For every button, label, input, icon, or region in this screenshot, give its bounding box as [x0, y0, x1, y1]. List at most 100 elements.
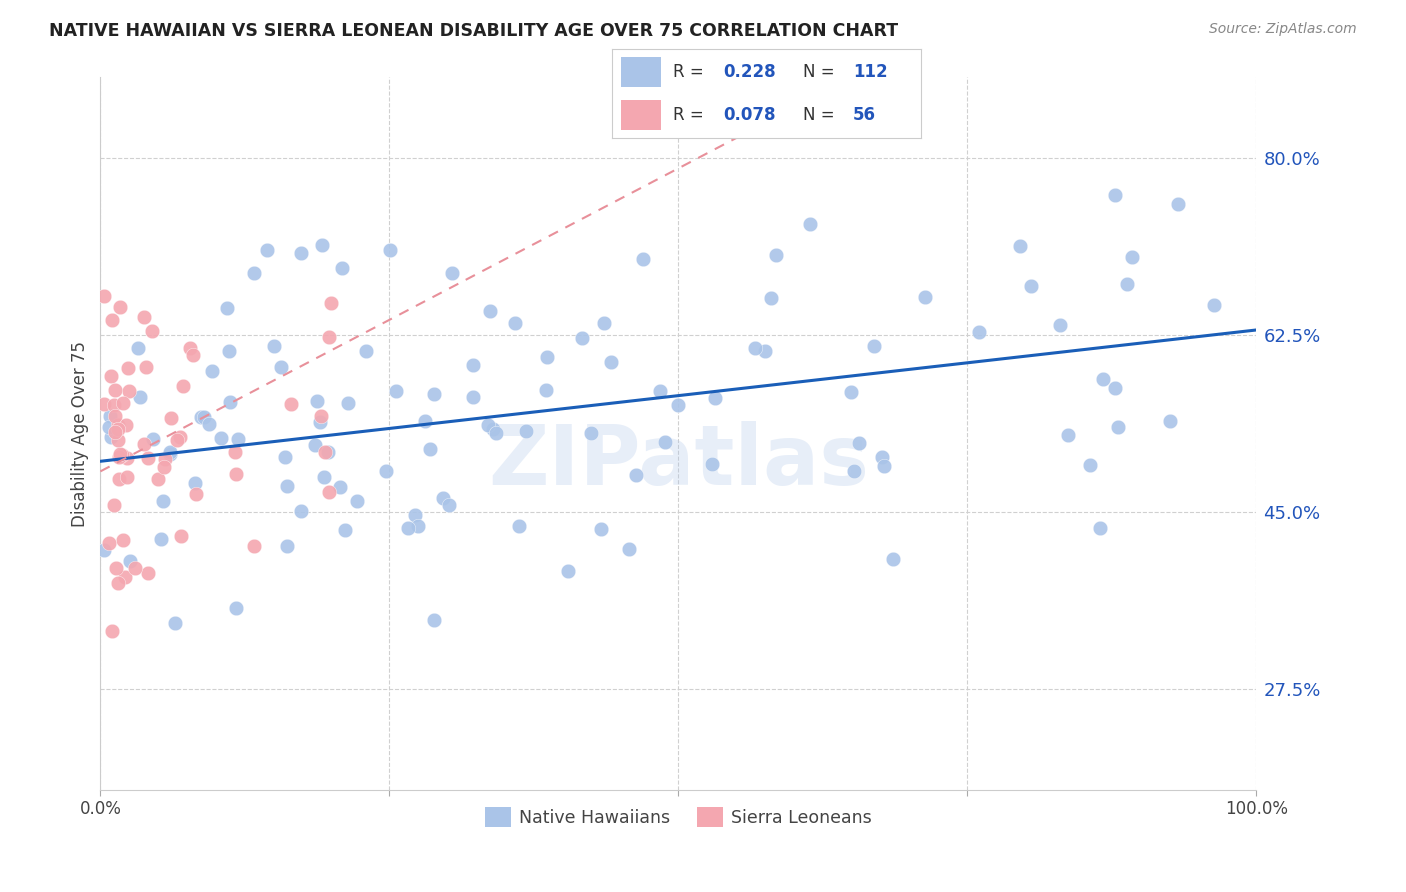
- Point: [914, 290, 936, 304]
- Point: [1090, 520, 1112, 534]
- Point: [423, 613, 446, 627]
- Point: [159, 447, 181, 461]
- Point: [263, 339, 285, 353]
- Point: [309, 409, 332, 423]
- Point: [170, 529, 193, 543]
- Point: [159, 411, 181, 425]
- Point: [290, 246, 312, 260]
- Point: [135, 360, 157, 375]
- Point: [648, 384, 671, 398]
- Point: [103, 498, 125, 512]
- Point: [193, 409, 215, 424]
- Point: [169, 430, 191, 444]
- Point: [103, 398, 125, 412]
- Point: [591, 522, 613, 536]
- Y-axis label: Disability Age Over 75: Disability Age Over 75: [72, 341, 89, 526]
- Point: [118, 384, 141, 398]
- Point: [136, 450, 159, 465]
- Point: [557, 565, 579, 579]
- Point: [1204, 298, 1226, 312]
- Point: [441, 266, 464, 280]
- Point: [437, 498, 460, 512]
- Text: ZIPatlas: ZIPatlas: [488, 422, 869, 502]
- Point: [432, 491, 454, 505]
- Point: [243, 266, 266, 280]
- Point: [356, 344, 378, 359]
- Point: [599, 355, 621, 369]
- Point: [1078, 458, 1101, 472]
- Point: [111, 396, 134, 410]
- Point: [318, 330, 340, 344]
- Point: [98, 409, 121, 423]
- Point: [274, 450, 297, 465]
- Point: [1159, 413, 1181, 427]
- Text: R =: R =: [673, 63, 710, 81]
- Point: [152, 460, 174, 475]
- Point: [108, 450, 131, 465]
- Point: [463, 390, 485, 404]
- Point: [183, 475, 205, 490]
- Point: [329, 480, 352, 494]
- Point: [318, 485, 340, 500]
- Point: [107, 576, 129, 591]
- Point: [276, 539, 298, 553]
- Point: [112, 533, 135, 548]
- Point: [104, 409, 127, 423]
- Point: [1104, 381, 1126, 395]
- Point: [110, 300, 132, 314]
- Point: [172, 379, 194, 393]
- Point: [1008, 239, 1031, 253]
- Point: [100, 430, 122, 444]
- Point: [225, 467, 247, 482]
- Point: [870, 450, 893, 465]
- Point: [165, 616, 187, 631]
- Point: [477, 417, 499, 432]
- Point: [107, 422, 129, 436]
- Point: [330, 261, 353, 276]
- Point: [108, 447, 131, 461]
- Point: [153, 451, 176, 466]
- Point: [218, 344, 240, 359]
- Point: [314, 445, 336, 459]
- Point: [152, 494, 174, 508]
- Point: [243, 539, 266, 553]
- Point: [290, 503, 312, 517]
- Point: [107, 417, 129, 432]
- Point: [280, 397, 302, 411]
- Point: [385, 384, 408, 398]
- Point: [100, 369, 122, 384]
- Point: [1091, 372, 1114, 386]
- Point: [461, 358, 484, 372]
- Point: [256, 243, 278, 257]
- Point: [624, 467, 647, 482]
- Point: [181, 348, 204, 362]
- Point: [105, 561, 128, 575]
- Text: N =: N =: [803, 63, 841, 81]
- Point: [380, 244, 402, 258]
- Point: [654, 434, 676, 449]
- Point: [346, 494, 368, 508]
- Point: [276, 479, 298, 493]
- Point: [132, 310, 155, 325]
- Point: [201, 364, 224, 378]
- Point: [100, 624, 122, 638]
- Point: [765, 247, 787, 261]
- Point: [98, 420, 121, 434]
- Point: [1115, 277, 1137, 291]
- Text: N =: N =: [803, 106, 841, 124]
- Point: [104, 425, 127, 440]
- Point: [700, 457, 723, 471]
- Point: [115, 469, 138, 483]
- Point: [309, 415, 332, 429]
- Point: [270, 359, 292, 374]
- Point: [484, 426, 506, 441]
- Point: [536, 350, 558, 364]
- Point: [209, 431, 232, 445]
- Point: [93, 542, 115, 557]
- Point: [117, 360, 139, 375]
- Point: [534, 383, 557, 397]
- Bar: [621, 57, 661, 87]
- Point: [579, 425, 602, 440]
- Point: [844, 464, 866, 478]
- Text: Source: ZipAtlas.com: Source: ZipAtlas.com: [1209, 22, 1357, 37]
